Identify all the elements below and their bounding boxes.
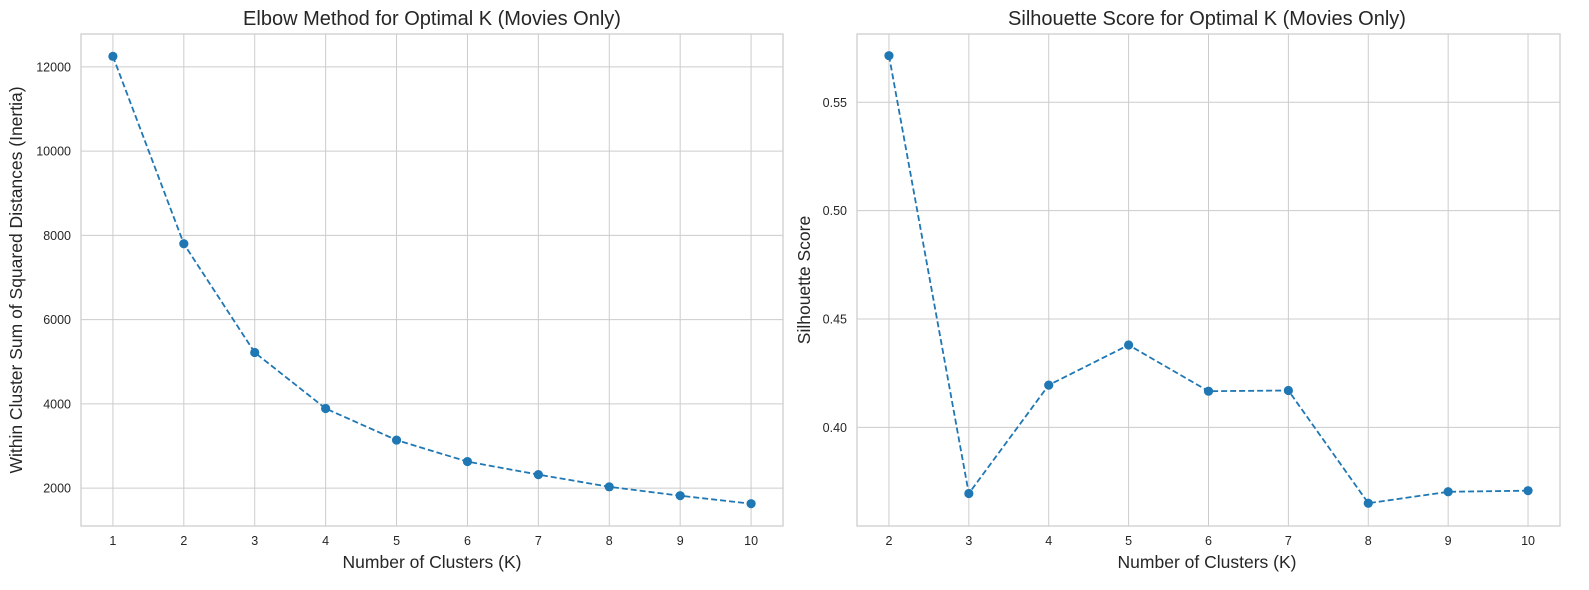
elbow-x-tick-label: 7 <box>535 534 542 548</box>
elbow-y-tick-label: 2000 <box>43 482 71 496</box>
elbow-data-point <box>391 435 402 445</box>
silhouette-grid <box>857 34 1560 526</box>
silhouette-points <box>884 51 1533 508</box>
elbow-data-point <box>179 239 189 249</box>
elbow-data-point <box>533 470 543 480</box>
silhouette-x-tick-label: 10 <box>1521 534 1535 548</box>
silhouette-y-tick-label: 0.45 <box>823 313 847 327</box>
silhouette-data-point <box>1523 486 1533 496</box>
silhouette-x-tick-label: 5 <box>1125 534 1132 548</box>
elbow-y-ticks: 2000 4000 6000 8000 10000 12000 <box>36 60 71 495</box>
elbow-chart: Elbow Method for Optimal K (Movies Only)… <box>6 8 784 572</box>
elbow-points <box>108 51 756 509</box>
elbow-y-tick-label: 10000 <box>36 145 71 159</box>
elbow-y-tick-label: 6000 <box>43 313 71 327</box>
elbow-x-tick-label: 4 <box>322 534 329 548</box>
silhouette-x-tick-label: 2 <box>885 534 892 548</box>
elbow-x-tick-label: 6 <box>464 534 471 548</box>
silhouette-data-point <box>1203 386 1214 396</box>
elbow-x-tick-label: 2 <box>180 534 187 548</box>
elbow-data-point <box>108 51 118 61</box>
elbow-x-tick-label: 10 <box>744 534 758 548</box>
elbow-x-axis-label: Number of Clusters (K) <box>343 552 522 572</box>
silhouette-x-tick-label: 3 <box>965 534 972 548</box>
elbow-data-point <box>746 499 756 509</box>
silhouette-data-point <box>1363 498 1373 508</box>
silhouette-x-tick-label: 8 <box>1365 534 1372 548</box>
elbow-series-line <box>112 55 752 505</box>
silhouette-y-tick-label: 0.50 <box>823 204 847 218</box>
elbow-grid <box>81 34 783 526</box>
silhouette-y-ticks: 0.40 0.45 0.50 0.55 <box>823 96 847 435</box>
elbow-y-tick-label: 12000 <box>36 60 71 74</box>
silhouette-data-point <box>884 51 894 61</box>
elbow-y-tick-label: 4000 <box>43 397 71 411</box>
elbow-y-axis-label: Within Cluster Sum of Squared Distances … <box>6 86 26 473</box>
silhouette-data-point <box>1044 380 1054 390</box>
elbow-chart-title: Elbow Method for Optimal K (Movies Only) <box>243 8 621 30</box>
elbow-data-point <box>675 491 685 501</box>
elbow-data-point <box>462 456 473 467</box>
silhouette-x-tick-label: 4 <box>1045 534 1052 548</box>
elbow-x-ticks: 1 2 3 4 5 6 7 8 9 10 <box>109 534 758 548</box>
elbow-x-tick-label: 1 <box>109 534 116 548</box>
silhouette-x-ticks: 2 3 4 5 6 7 8 9 10 <box>885 534 1535 548</box>
silhouette-chart-title: Silhouette Score for Optimal K (Movies O… <box>1008 8 1406 30</box>
elbow-x-tick-label: 5 <box>393 534 400 548</box>
elbow-data-point <box>321 403 331 414</box>
silhouette-x-tick-label: 6 <box>1205 534 1212 548</box>
silhouette-x-axis-label: Number of Clusters (K) <box>1118 552 1297 572</box>
silhouette-y-axis-label: Silhouette Score <box>794 216 814 344</box>
silhouette-x-tick-label: 7 <box>1285 534 1292 548</box>
elbow-x-tick-label: 8 <box>606 534 613 548</box>
silhouette-data-point <box>1124 340 1134 350</box>
silhouette-chart: Silhouette Score for Optimal K (Movies O… <box>794 8 1561 572</box>
elbow-x-tick-label: 3 <box>251 534 258 548</box>
silhouette-y-tick-label: 0.40 <box>823 421 847 435</box>
silhouette-data-point <box>964 488 974 499</box>
silhouette-data-point <box>1283 385 1293 396</box>
silhouette-data-point <box>1443 487 1453 497</box>
elbow-data-point <box>604 482 614 492</box>
silhouette-x-tick-label: 9 <box>1445 534 1452 548</box>
elbow-data-point <box>250 347 260 358</box>
silhouette-y-tick-label: 0.55 <box>823 96 847 110</box>
elbow-plot-area <box>80 33 784 527</box>
elbow-x-tick-label: 9 <box>677 534 684 548</box>
elbow-y-tick-label: 8000 <box>43 229 71 243</box>
